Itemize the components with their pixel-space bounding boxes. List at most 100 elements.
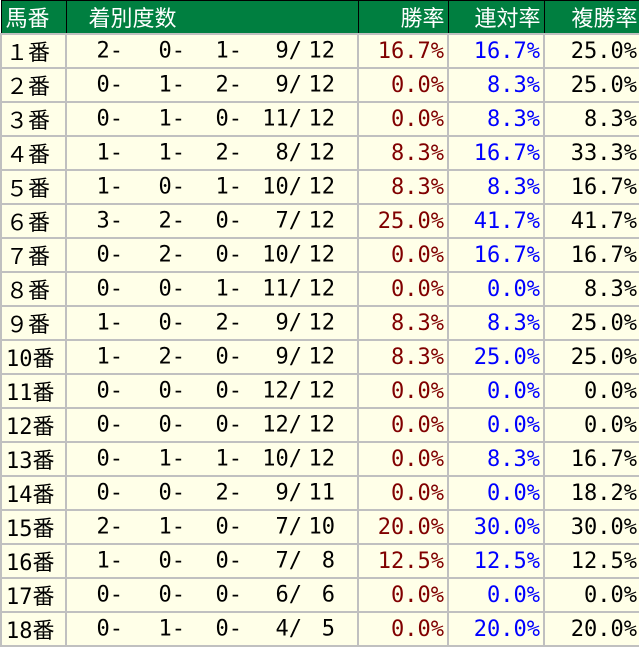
record-value: 0- [158, 582, 186, 608]
record-cell: 1- 0- 1- 10/12 [65, 169, 359, 205]
record-cell: 3- 2- 0- 7/12 [65, 203, 359, 239]
win-rate: 0.0% [357, 271, 449, 307]
show-rate: 25.0% [543, 33, 639, 69]
horse-number: ８番 [0, 271, 67, 307]
record-value: 12 [308, 106, 336, 132]
record-value: 0- [158, 378, 186, 404]
win-rate: 12.5% [357, 543, 449, 579]
show-rate: 12.5% [543, 543, 639, 579]
record-value: 1- [215, 38, 243, 64]
record-value: 0- [96, 480, 124, 506]
place-rate: 12.5% [447, 543, 545, 579]
record-value: 2- [215, 480, 243, 506]
horse-number: 17番 [0, 577, 67, 613]
record-value: 9/ [275, 310, 303, 336]
win-rate: 8.3% [357, 169, 449, 205]
record-value: 11/ [262, 276, 302, 302]
horse-number: 13番 [0, 441, 67, 477]
table-row: 11番 0- 0- 0- 12/12 0.0% 0.0% 0.0% [0, 373, 639, 409]
record-value: 0- [215, 514, 243, 540]
record-value: 6/ [275, 582, 303, 608]
place-rate: 8.3% [447, 169, 545, 205]
record-cell: 1- 0- 0- 7/8 [65, 543, 359, 579]
win-rate: 0.0% [357, 67, 449, 103]
record-value: 0- [96, 446, 124, 472]
table-row: 12番 0- 0- 0- 12/12 0.0% 0.0% 0.0% [0, 407, 639, 443]
record-value: 2- [215, 140, 243, 166]
record-value: 1- [158, 106, 186, 132]
place-rate: 0.0% [447, 577, 545, 613]
record-value: 8 [321, 548, 335, 574]
place-rate: 20.0% [447, 611, 545, 647]
record-value: 11 [308, 480, 336, 506]
record-value: 0- [215, 582, 243, 608]
record-value: 1- [215, 174, 243, 200]
record-value: 0- [96, 276, 124, 302]
table-row: ２番 0- 1- 2- 9/12 0.0% 8.3% 25.0% [0, 67, 639, 103]
place-rate: 16.7% [447, 33, 545, 69]
record-value: 7/ [275, 514, 303, 540]
record-value: 2- [215, 72, 243, 98]
table-row: ７番 0- 2- 0- 10/12 0.0% 16.7% 16.7% [0, 237, 639, 273]
record-value: 9/ [275, 480, 303, 506]
table-row: 10番 1- 2- 0- 9/12 8.3% 25.0% 25.0% [0, 339, 639, 375]
show-rate: 18.2% [543, 475, 639, 511]
record-value: 0- [215, 106, 243, 132]
table-row: 14番 0- 0- 2- 9/11 0.0% 0.0% 18.2% [0, 475, 639, 511]
table-row: ８番 0- 0- 1- 11/12 0.0% 0.0% 8.3% [0, 271, 639, 307]
record-value: 12 [308, 446, 336, 472]
record-value: 12 [308, 140, 336, 166]
record-value: 1- [158, 140, 186, 166]
record-cell: 0- 0- 0- 12/12 [65, 407, 359, 443]
record-value: 1- [96, 310, 124, 336]
record-cell: 0- 0- 1- 11/12 [65, 271, 359, 307]
record-value: 10 [308, 514, 336, 540]
record-value: 12/ [262, 412, 302, 438]
header-win-rate: 勝率 [357, 0, 449, 35]
win-rate: 0.0% [357, 441, 449, 477]
win-rate: 0.0% [357, 475, 449, 511]
record-cell: 0- 0- 2- 9/11 [65, 475, 359, 511]
header-num: 馬番 [0, 0, 67, 35]
record-value: 12 [308, 344, 336, 370]
horse-number: 10番 [0, 339, 67, 375]
place-rate: 16.7% [447, 237, 545, 273]
show-rate: 8.3% [543, 101, 639, 137]
record-value: 12 [308, 208, 336, 234]
header-place-rate: 連対率 [447, 0, 545, 35]
record-value: 8/ [275, 140, 303, 166]
win-rate: 8.3% [357, 305, 449, 341]
record-cell: 1- 0- 2- 9/12 [65, 305, 359, 341]
record-value: 5 [321, 616, 335, 642]
show-rate: 16.7% [543, 441, 639, 477]
record-value: 1- [96, 344, 124, 370]
record-value: 0- [96, 582, 124, 608]
record-value: 10/ [262, 242, 302, 268]
place-rate: 8.3% [447, 305, 545, 341]
record-value: 1- [215, 446, 243, 472]
show-rate: 8.3% [543, 271, 639, 307]
record-value: 0- [158, 480, 186, 506]
record-cell: 1- 2- 0- 9/12 [65, 339, 359, 375]
record-value: 1- [158, 514, 186, 540]
record-cell: 0- 2- 0- 10/12 [65, 237, 359, 273]
record-value: 12/ [262, 378, 302, 404]
horse-number: 11番 [0, 373, 67, 409]
win-rate: 0.0% [357, 407, 449, 443]
show-rate: 25.0% [543, 67, 639, 103]
record-value: 1- [96, 548, 124, 574]
record-value: 9/ [275, 38, 303, 64]
horse-number: 18番 [0, 611, 67, 647]
win-rate: 0.0% [357, 611, 449, 647]
record-value: 0- [215, 548, 243, 574]
record-value: 1- [158, 616, 186, 642]
place-rate: 41.7% [447, 203, 545, 239]
record-value: 0- [215, 344, 243, 370]
horse-number: 15番 [0, 509, 67, 545]
record-value: 6 [321, 582, 335, 608]
record-value: 1- [158, 72, 186, 98]
record-value: 2- [158, 208, 186, 234]
record-cell: 0- 1- 0- 4/5 [65, 611, 359, 647]
record-value: 0- [158, 310, 186, 336]
